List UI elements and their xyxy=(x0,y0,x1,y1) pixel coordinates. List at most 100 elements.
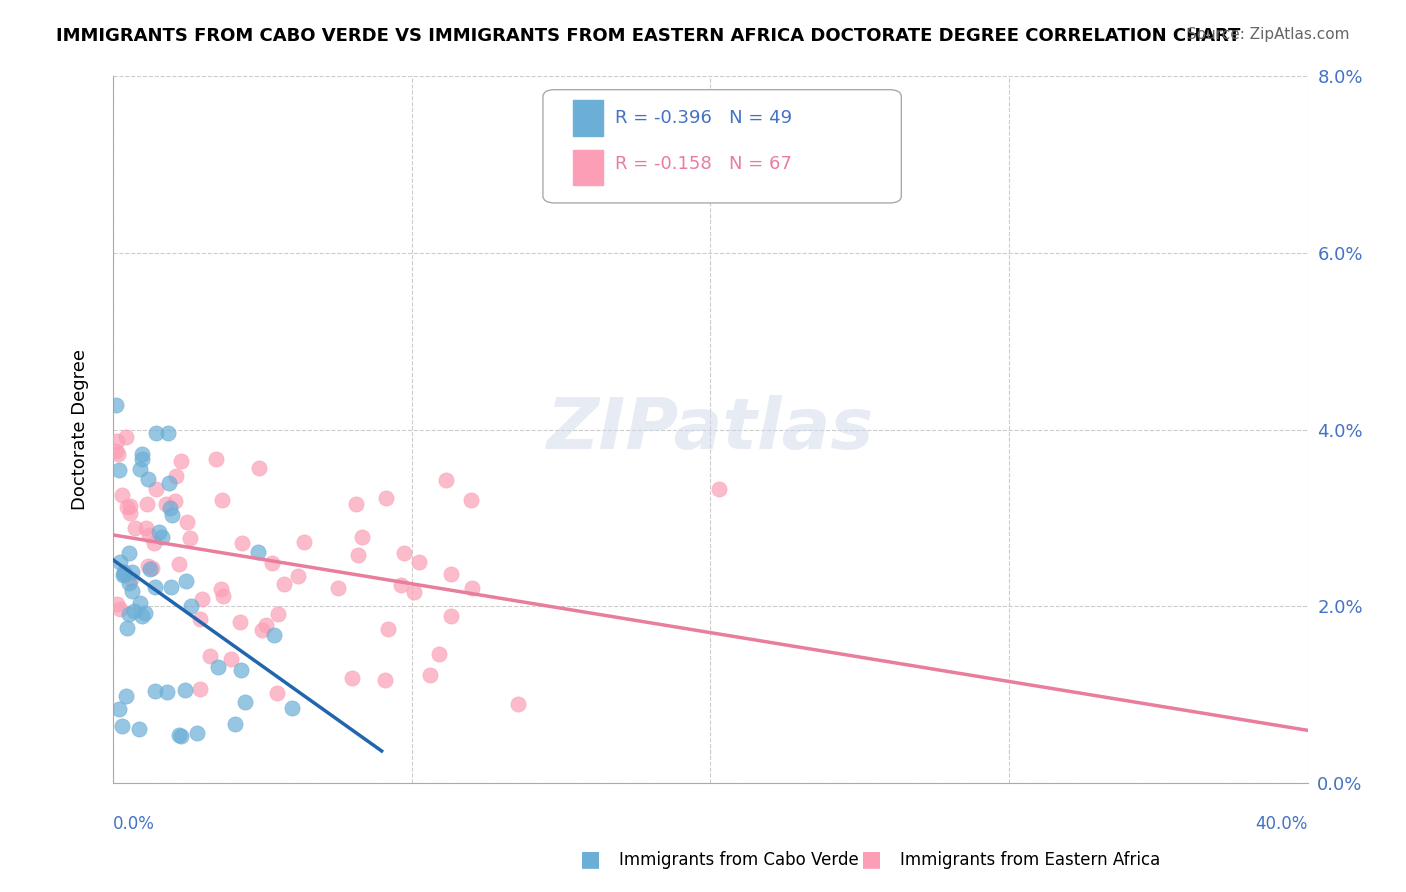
Point xyxy=(350,530,373,544)
Point xyxy=(221,652,243,666)
Point xyxy=(131,608,153,623)
Point xyxy=(377,623,399,637)
Point xyxy=(198,648,221,663)
Point xyxy=(374,673,396,688)
Point xyxy=(138,561,160,575)
Point xyxy=(165,469,187,483)
Point xyxy=(143,580,166,594)
Point xyxy=(179,531,201,545)
Point xyxy=(105,434,128,449)
Text: ■: ■ xyxy=(862,849,882,869)
Point xyxy=(128,722,150,736)
Point xyxy=(111,488,134,502)
Point xyxy=(207,660,229,674)
Point xyxy=(506,697,529,711)
Text: 0.0%: 0.0% xyxy=(112,815,155,833)
Point xyxy=(211,492,233,507)
Point xyxy=(129,462,152,476)
Point xyxy=(145,426,167,441)
Point xyxy=(176,574,198,588)
Point xyxy=(112,565,135,579)
Point xyxy=(440,566,463,581)
Point xyxy=(112,566,135,581)
Point xyxy=(135,521,157,535)
Point xyxy=(191,591,214,606)
Text: R = -0.158   N = 67: R = -0.158 N = 67 xyxy=(614,155,792,173)
Point xyxy=(121,565,143,579)
Point xyxy=(434,473,457,487)
Point xyxy=(138,528,160,542)
Point xyxy=(246,544,269,558)
Point xyxy=(707,482,730,496)
Point xyxy=(340,671,363,685)
Point xyxy=(118,607,141,621)
Point xyxy=(224,717,246,731)
Point xyxy=(118,506,141,520)
Point xyxy=(108,602,131,616)
Point xyxy=(122,604,145,618)
Point xyxy=(107,447,129,461)
Point xyxy=(115,500,138,514)
Point xyxy=(394,546,416,560)
Point xyxy=(120,572,142,586)
Point xyxy=(112,568,135,582)
Point xyxy=(120,499,142,513)
Point xyxy=(115,689,138,703)
Point xyxy=(287,569,309,583)
Point xyxy=(176,515,198,529)
Point xyxy=(328,581,350,595)
Point xyxy=(209,582,232,596)
Point xyxy=(155,497,177,511)
Point xyxy=(186,726,208,740)
Point xyxy=(134,607,156,621)
Point xyxy=(124,521,146,535)
Point xyxy=(180,599,202,613)
Point xyxy=(156,425,179,440)
Text: R = -0.396   N = 49: R = -0.396 N = 49 xyxy=(614,109,792,127)
Point xyxy=(229,615,252,629)
Bar xyxy=(572,100,603,136)
Point xyxy=(165,494,187,508)
Point xyxy=(157,476,180,491)
Point xyxy=(136,472,159,486)
Point xyxy=(188,611,211,625)
Point xyxy=(160,508,183,522)
Point xyxy=(280,701,302,715)
Point xyxy=(427,648,450,662)
Text: IMMIGRANTS FROM CABO VERDE VS IMMIGRANTS FROM EASTERN AFRICA DOCTORATE DEGREE CO: IMMIGRANTS FROM CABO VERDE VS IMMIGRANTS… xyxy=(56,27,1240,45)
Point xyxy=(121,584,143,599)
Point xyxy=(131,452,153,467)
Point xyxy=(292,535,315,549)
Bar xyxy=(572,150,603,186)
Point xyxy=(141,561,163,575)
Point xyxy=(419,668,441,682)
Point xyxy=(118,576,141,591)
Point xyxy=(150,530,173,544)
Point xyxy=(375,491,398,506)
Point xyxy=(266,685,288,699)
Point xyxy=(204,452,226,467)
Point xyxy=(159,501,181,516)
Point xyxy=(108,555,131,569)
Point xyxy=(145,482,167,496)
Point xyxy=(254,618,277,632)
Point xyxy=(461,581,484,595)
Point xyxy=(117,621,139,635)
Point xyxy=(128,596,150,610)
Point xyxy=(170,729,193,743)
Point xyxy=(188,681,211,696)
Point xyxy=(169,557,191,571)
Point xyxy=(108,463,131,477)
Point xyxy=(118,545,141,559)
Text: Source: ZipAtlas.com: Source: ZipAtlas.com xyxy=(1187,27,1350,42)
Point xyxy=(136,497,159,511)
Point xyxy=(143,683,166,698)
Point xyxy=(114,430,136,444)
Point xyxy=(250,623,273,637)
Text: Immigrants from Eastern Africa: Immigrants from Eastern Africa xyxy=(900,851,1160,869)
Point xyxy=(229,663,252,677)
Text: 40.0%: 40.0% xyxy=(1256,815,1308,833)
Point xyxy=(131,447,153,461)
Point xyxy=(148,525,170,540)
Point xyxy=(170,454,193,468)
